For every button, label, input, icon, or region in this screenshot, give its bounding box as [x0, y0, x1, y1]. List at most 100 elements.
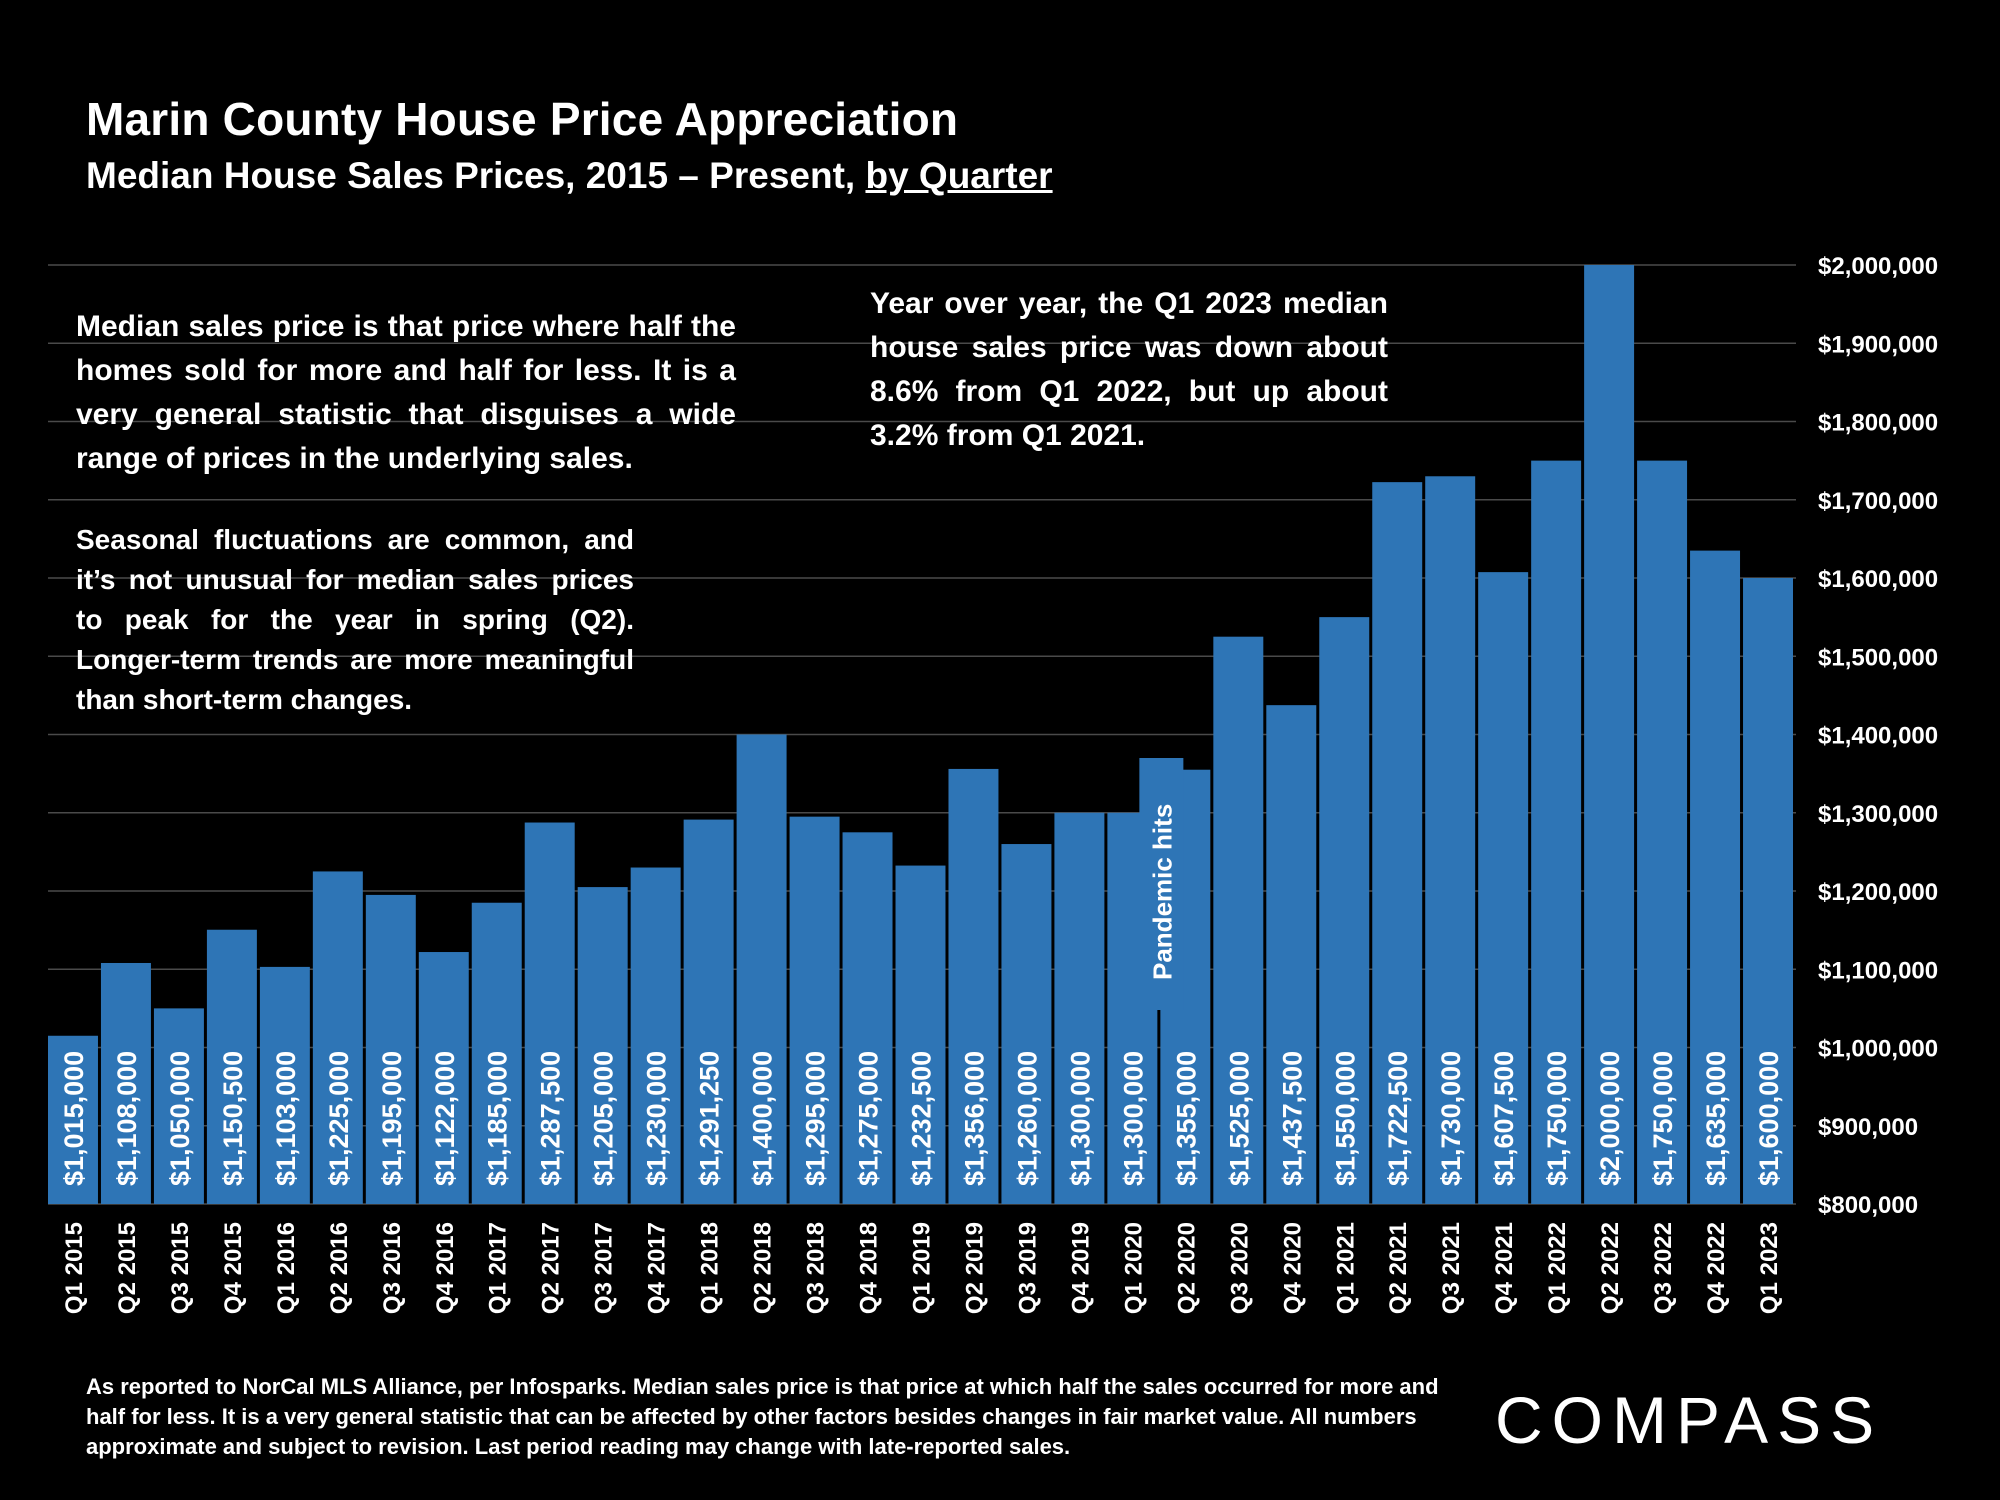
data-label: $1,400,000	[748, 1051, 778, 1186]
data-label: $1,291,250	[695, 1051, 725, 1186]
x-tick-label: Q1 2019	[909, 1222, 936, 1314]
y-tick-label: $1,900,000	[1818, 331, 1938, 358]
data-label: $1,230,000	[642, 1051, 672, 1186]
bar	[842, 832, 893, 1204]
y-tick-label: $900,000	[1818, 1114, 1918, 1141]
x-tick-label: Q3 2017	[591, 1222, 618, 1314]
x-tick-label: Q2 2019	[961, 1222, 988, 1314]
data-label: $1,300,000	[1118, 1051, 1148, 1186]
x-tick-label: Q3 2022	[1650, 1222, 1677, 1314]
bar	[1213, 636, 1264, 1204]
data-label: $1,150,500	[218, 1051, 248, 1186]
x-tick-label: Q1 2022	[1544, 1222, 1571, 1314]
note-yoy: Year over year, the Q1 2023 median house…	[870, 287, 1388, 452]
data-label: $1,015,000	[59, 1051, 89, 1186]
data-label: $1,287,500	[536, 1051, 566, 1186]
bar	[789, 816, 840, 1204]
y-tick-label: $1,100,000	[1818, 957, 1938, 984]
bar	[1743, 578, 1793, 1204]
bar	[1584, 265, 1635, 1204]
data-label: $1,108,000	[112, 1051, 142, 1186]
x-tick-label: Q2 2015	[114, 1222, 141, 1314]
bar	[471, 902, 522, 1204]
data-label: $1,260,000	[1012, 1051, 1042, 1186]
bar	[153, 1008, 204, 1204]
bar	[524, 822, 575, 1204]
x-tick-label: Q4 2020	[1279, 1222, 1306, 1314]
y-tick-label: $1,600,000	[1818, 566, 1938, 593]
data-label: $1,550,000	[1330, 1051, 1360, 1186]
bar	[736, 734, 787, 1204]
x-tick-label: Q3 2020	[1226, 1222, 1253, 1314]
subtitle-main: Median House Sales Prices, 2015 – Presen…	[86, 155, 866, 196]
bar	[1372, 482, 1423, 1204]
x-tick-label: Q3 2015	[167, 1222, 194, 1314]
bar	[48, 1035, 98, 1204]
data-label: $1,295,000	[801, 1051, 831, 1186]
y-tick-label: $1,000,000	[1818, 1036, 1938, 1063]
data-label: $1,635,000	[1701, 1051, 1731, 1186]
bar	[1690, 550, 1741, 1204]
data-label: $1,275,000	[854, 1051, 884, 1186]
note-seasonal: Seasonal fluctuations are common, and it…	[76, 524, 634, 715]
bar	[1478, 572, 1529, 1204]
subtitle-underlined: by Quarter	[865, 155, 1053, 196]
bar	[206, 929, 257, 1204]
x-tick-label: Q1 2016	[273, 1222, 300, 1314]
x-tick-label: Q4 2017	[644, 1222, 671, 1314]
data-label: $1,525,000	[1224, 1051, 1254, 1186]
y-tick-label: $1,800,000	[1818, 410, 1938, 437]
y-tick-label: $1,400,000	[1818, 723, 1938, 750]
data-label: $1,122,000	[430, 1051, 460, 1186]
annotation-pandemic: Pandemic hits	[1147, 804, 1177, 980]
y-tick-label: $800,000	[1818, 1192, 1918, 1219]
bar	[948, 768, 999, 1204]
x-tick-label: Q4 2021	[1491, 1222, 1518, 1314]
y-tick-label: $1,200,000	[1818, 879, 1938, 906]
bar	[1637, 460, 1688, 1204]
bar	[895, 865, 946, 1204]
data-label: $1,730,000	[1436, 1051, 1466, 1186]
data-label: $1,607,500	[1489, 1051, 1519, 1186]
bar	[1266, 705, 1317, 1204]
x-tick-label: Q1 2021	[1332, 1222, 1359, 1314]
bar	[100, 962, 151, 1204]
x-tick-label: Q2 2022	[1597, 1222, 1624, 1314]
data-label: $2,000,000	[1595, 1051, 1625, 1186]
data-label: $1,355,000	[1171, 1051, 1201, 1186]
data-label: $1,232,500	[907, 1051, 937, 1186]
x-tick-label: Q3 2016	[379, 1222, 406, 1314]
data-label: $1,225,000	[324, 1051, 354, 1186]
data-label: $1,103,000	[271, 1051, 301, 1186]
x-tick-label: Q1 2018	[697, 1222, 724, 1314]
bar	[1425, 476, 1476, 1204]
x-tick-label: Q3 2021	[1438, 1222, 1465, 1314]
x-tick-label: Q1 2017	[485, 1222, 512, 1314]
data-label: $1,750,000	[1648, 1051, 1678, 1186]
data-label: $1,195,000	[377, 1051, 407, 1186]
x-tick-label: Q4 2016	[432, 1222, 459, 1314]
y-tick-label: $2,000,000	[1818, 253, 1938, 280]
bar	[1531, 460, 1582, 1204]
x-tick-label: Q4 2022	[1703, 1222, 1730, 1314]
y-tick-label: $1,500,000	[1818, 644, 1938, 671]
y-tick-label: $1,700,000	[1818, 488, 1938, 515]
footnote: As reported to NorCal MLS Alliance, per …	[86, 1374, 1439, 1459]
bar	[1319, 617, 1370, 1204]
note-median-definition: Median sales price is that price where h…	[76, 310, 736, 475]
bar	[365, 894, 416, 1204]
data-label: $1,356,000	[959, 1051, 989, 1186]
x-tick-label: Q1 2023	[1756, 1222, 1783, 1314]
data-label: $1,600,000	[1754, 1051, 1784, 1186]
data-label: $1,050,000	[165, 1051, 195, 1186]
data-label: $1,722,500	[1383, 1051, 1413, 1186]
bar	[683, 819, 734, 1204]
x-tick-label: Q3 2018	[803, 1222, 830, 1314]
bar	[312, 871, 363, 1204]
x-tick-label: Q4 2015	[220, 1222, 247, 1314]
data-label: $1,300,000	[1065, 1051, 1095, 1186]
x-tick-label: Q2 2018	[750, 1222, 777, 1314]
x-tick-label: Q1 2020	[1120, 1222, 1147, 1314]
annotation-box	[1139, 758, 1184, 1010]
bar	[1054, 812, 1105, 1204]
